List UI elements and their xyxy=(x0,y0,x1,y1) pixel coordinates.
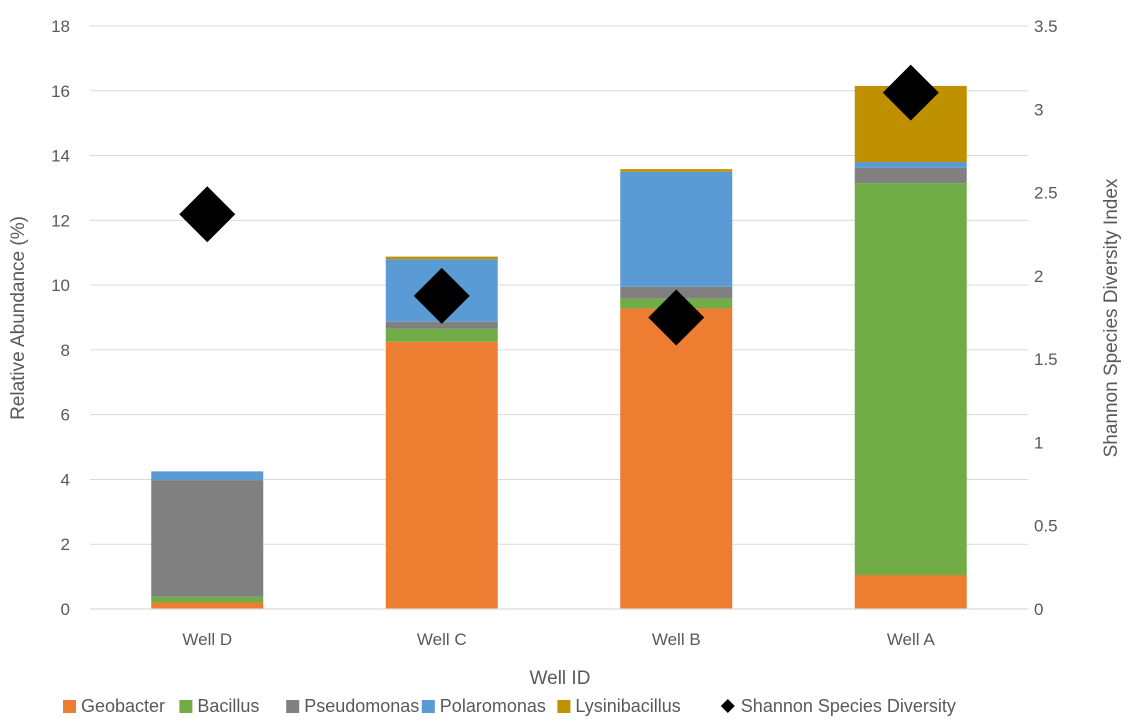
bar-segment-bacillus xyxy=(385,328,498,342)
y-tick-label: 4 xyxy=(61,470,70,489)
diversity-diamond-marker xyxy=(179,186,236,243)
y2-tick-label: 2.5 xyxy=(1034,184,1058,203)
bar-segment-polaromonas xyxy=(620,171,733,287)
diversity-diamond-marker xyxy=(882,64,939,121)
y-tick-label: 8 xyxy=(61,341,70,360)
bar-segment-polaromonas xyxy=(854,162,967,168)
bar-segment-lysinibacillus xyxy=(620,169,733,172)
y-tick-label: 12 xyxy=(51,211,70,230)
diversity-diamond-marker xyxy=(413,267,470,324)
legend-swatch-bacillus xyxy=(179,700,193,713)
legend-swatch-geobacter xyxy=(63,700,76,713)
legend-label: Lysinibacillus xyxy=(575,696,680,716)
legend-label: Shannon Species Diversity xyxy=(741,696,956,716)
y-tick-label: 18 xyxy=(51,17,70,36)
x-tick-label: Well B xyxy=(652,630,701,649)
bar-segment-pseudomonas xyxy=(385,321,498,329)
y2-tick-label: 3.5 xyxy=(1034,17,1058,36)
bar-segment-geobacter xyxy=(620,308,733,609)
bar-segment-pseudomonas xyxy=(854,167,967,184)
secondary-y-axis-title: Shannon Species Diversity Index xyxy=(1101,178,1122,457)
y-tick-label: 6 xyxy=(61,406,70,425)
bar-segment-bacillus xyxy=(854,183,967,575)
bar-segment-geobacter xyxy=(385,341,498,609)
bar-segment-geobacter xyxy=(151,602,264,609)
x-axis-title: Well ID xyxy=(530,668,591,689)
y2-tick-label: 2 xyxy=(1034,267,1043,286)
legend-label: Geobacter xyxy=(81,696,165,716)
y2-tick-label: 1 xyxy=(1034,433,1043,452)
bar-segment-pseudomonas xyxy=(151,480,264,597)
bar-segment-polaromonas xyxy=(151,471,264,481)
bar-segment-geobacter xyxy=(854,574,967,609)
legend: Geobacter Bacillus Pseudomonas Polaromonas L… xyxy=(63,696,956,716)
y2-tick-label: 0 xyxy=(1034,600,1043,619)
x-tick-label: Well C xyxy=(417,630,467,649)
legend-label: Bacillus xyxy=(197,696,259,716)
y-tick-label: 2 xyxy=(61,535,70,554)
bars xyxy=(151,85,967,609)
y-tick-label: 10 xyxy=(51,276,70,295)
axes: 0 2 4 6 8 10 12 14 16 18 0 0.5 1 1.5 2 2.5 3 3.5 Well D Wel… xyxy=(51,17,1058,649)
y2-tick-label: 0.5 xyxy=(1034,517,1058,536)
diversity-diamond-marker xyxy=(648,289,705,346)
y2-tick-label: 3 xyxy=(1034,100,1043,119)
bar-segment-bacillus xyxy=(151,596,264,603)
y-axis-title: Relative Abundance (%) xyxy=(8,216,29,420)
bar-segment-lysinibacillus xyxy=(385,256,498,260)
legend-label: Polaromonas xyxy=(440,696,546,716)
diversity-markers xyxy=(179,64,939,346)
y-tick-label: 14 xyxy=(51,147,70,166)
legend-diamond-icon xyxy=(720,699,735,713)
legend-swatch-polaromonas xyxy=(421,700,435,713)
legend-swatch-pseudomonas xyxy=(286,700,300,713)
y-tick-label: 0 xyxy=(61,600,70,619)
x-tick-label: Well D xyxy=(182,630,232,649)
y-tick-label: 16 xyxy=(51,82,70,101)
y2-tick-label: 1.5 xyxy=(1034,350,1058,369)
x-tick-label: Well A xyxy=(887,630,936,649)
legend-swatch-lysinibacillus xyxy=(557,700,571,713)
legend-label: Pseudomonas xyxy=(304,696,419,716)
